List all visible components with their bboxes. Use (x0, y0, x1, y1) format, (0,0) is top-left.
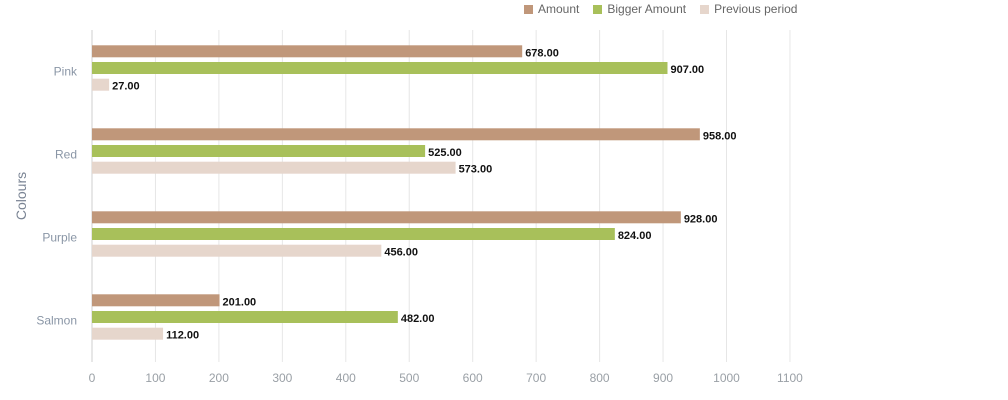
x-axis-ticks: 0 100 200 300 400 500 600 700 800 900 1000 1100 (89, 371, 804, 385)
x-tick-label: 800 (590, 371, 610, 385)
bar[interactable] (92, 45, 523, 58)
data-label: 201.00 (223, 296, 257, 308)
x-tick-label: 1000 (713, 371, 740, 385)
y-axis-categories: Pink Red Purple Salmon (36, 65, 78, 328)
bar[interactable] (92, 128, 700, 141)
category-label: Purple (42, 231, 77, 245)
data-label: 482.00 (401, 313, 435, 325)
bar[interactable] (92, 228, 615, 240)
legend-label-amount: Amount (538, 2, 580, 16)
x-tick-label: 100 (145, 371, 165, 385)
data-label: 112.00 (166, 330, 199, 342)
legend-swatch-previous-period (700, 4, 710, 14)
data-label: 958.00 (703, 130, 737, 142)
bar[interactable] (92, 327, 164, 340)
x-tick-label: 200 (209, 371, 229, 385)
bar[interactable] (92, 294, 220, 307)
data-label: 907.00 (670, 64, 704, 76)
bar[interactable] (92, 62, 668, 74)
legend-swatch-amount (524, 4, 533, 14)
bar[interactable] (92, 78, 110, 91)
category-label: Pink (54, 65, 78, 79)
data-label: 573.00 (459, 164, 493, 176)
legend-item-previous-period[interactable]: Previous period (700, 2, 797, 16)
category-label: Salmon (36, 314, 77, 328)
x-tick-label: 600 (463, 371, 483, 385)
category-label: Red (55, 148, 77, 162)
x-tick-label: 300 (272, 371, 292, 385)
legend-label-previous-period: Previous period (714, 2, 798, 16)
legend-label-bigger-amount: Bigger Amount (607, 2, 687, 16)
legend-swatch-bigger-amount (593, 4, 603, 14)
bar-marks: 678.00 907.00 27.00 958.00 525.00 573.00 928.0… (92, 45, 737, 342)
bar[interactable] (92, 211, 681, 224)
bar[interactable] (92, 161, 456, 174)
data-label: 678.00 (525, 47, 559, 59)
data-label: 525.00 (428, 147, 462, 159)
x-tick-label: 0 (89, 371, 96, 385)
chart-legend: Amount Bigger Amount Previous period (524, 2, 797, 16)
legend-item-amount[interactable]: Amount (524, 2, 579, 16)
x-tick-label: 400 (336, 371, 356, 385)
legend-item-bigger-amount[interactable]: Bigger Amount (593, 2, 686, 16)
data-label: 456.00 (384, 247, 418, 259)
x-tick-label: 1100 (777, 371, 803, 385)
x-tick-label: 900 (653, 371, 673, 385)
bar[interactable] (92, 311, 398, 323)
data-label: 824.00 (618, 230, 652, 242)
data-label: 928.00 (684, 213, 718, 225)
bar[interactable] (92, 244, 382, 257)
x-tick-label: 700 (526, 371, 546, 385)
data-label: 27.00 (112, 81, 140, 93)
x-tick-label: 500 (399, 371, 419, 385)
bar[interactable] (92, 145, 426, 157)
grid-lines (91, 30, 791, 362)
y-axis-label: Colours (13, 172, 29, 220)
